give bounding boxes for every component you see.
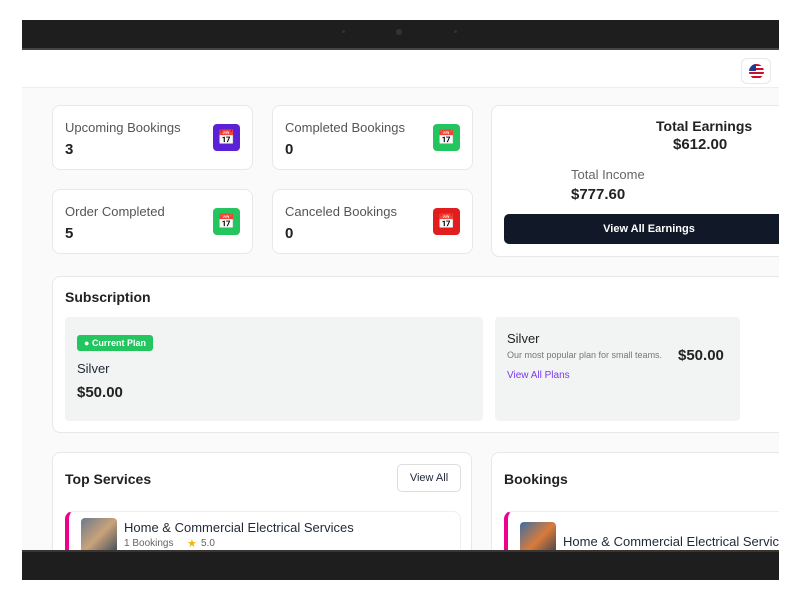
current-plan: ● Current Plan Silver $50.00 xyxy=(65,317,483,421)
income-label: Total Income xyxy=(571,167,645,182)
star-icon: ★ xyxy=(187,538,197,550)
income-value: $777.60 xyxy=(571,186,626,203)
stat-canceled-bookings: Canceled Bookings 0 📅 xyxy=(272,189,473,254)
earnings-card: Total Earnings $612.00 Total Income $777… xyxy=(491,105,779,257)
bookings-title: Bookings xyxy=(504,471,568,487)
stat-label: Upcoming Bookings xyxy=(65,120,181,135)
subscription-title: Subscription xyxy=(65,289,151,305)
stat-upcoming-bookings: Upcoming Bookings 3 📅 xyxy=(52,105,253,170)
stat-label: Order Completed xyxy=(65,204,165,219)
service-item[interactable]: Home & Commercial Electrical Services 1 … xyxy=(65,511,461,550)
stat-label: Completed Bookings xyxy=(285,120,405,135)
device-bezel-top xyxy=(22,20,779,50)
calendar-x-icon: 📅 xyxy=(433,208,460,235)
top-services-card: Top Services View All Home & Commercial … xyxy=(52,452,472,550)
earnings-total: $612.00 xyxy=(673,136,728,153)
earnings-title: Total Earnings xyxy=(656,118,753,134)
stat-value: 3 xyxy=(65,141,74,158)
stat-value: 0 xyxy=(285,225,294,242)
plan-price: $50.00 xyxy=(678,347,724,364)
calendar-check-icon: 📅 xyxy=(213,208,240,235)
booking-thumbnail xyxy=(520,522,556,550)
sensor-dot xyxy=(454,30,457,33)
plan-name: Silver xyxy=(507,331,540,346)
plan-description: Our most popular plan for small teams. xyxy=(507,350,663,360)
service-rating: 5.0 xyxy=(201,538,215,549)
stat-order-completed: Order Completed 5 📅 xyxy=(52,189,253,254)
us-flag-icon xyxy=(748,63,764,79)
booking-name: Home & Commercial Electrical Services xyxy=(563,534,779,549)
stat-value: 5 xyxy=(65,225,74,242)
bookings-card: Bookings Home & Commercial Electrical Se… xyxy=(491,452,779,550)
language-selector[interactable] xyxy=(741,58,771,84)
dashboard-screen: Upcoming Bookings 3 📅 Completed Bookings… xyxy=(22,50,779,550)
calendar-check-icon: 📅 xyxy=(433,124,460,151)
view-all-button[interactable]: View All xyxy=(397,464,461,492)
badge-label: Current Plan xyxy=(91,338,146,348)
stat-completed-bookings: Completed Bookings 0 📅 xyxy=(272,105,473,170)
service-thumbnail xyxy=(81,518,117,550)
plan-name: Silver xyxy=(77,361,110,376)
current-plan-badge: ● Current Plan xyxy=(77,335,153,351)
booking-item[interactable]: Home & Commercial Electrical Services xyxy=(504,511,779,550)
calendar-check-icon: 📅 xyxy=(213,124,240,151)
device-bezel-bottom xyxy=(22,550,779,580)
top-services-title: Top Services xyxy=(65,471,152,487)
service-name: Home & Commercial Electrical Services xyxy=(124,520,354,535)
plan-option: Silver Our most popular plan for small t… xyxy=(495,317,740,421)
plan-price: $50.00 xyxy=(77,384,123,401)
subscription-card: Subscription ● Current Plan Silver $50.0… xyxy=(52,276,779,433)
stat-label: Canceled Bookings xyxy=(285,204,398,219)
camera-icon xyxy=(396,29,402,35)
sensor-dot xyxy=(342,30,345,33)
top-bar xyxy=(22,50,779,88)
service-bookings: 1 Bookings xyxy=(124,538,174,549)
stat-value: 0 xyxy=(285,141,294,158)
view-all-earnings-button[interactable]: View All Earnings xyxy=(504,214,779,244)
view-all-plans-link[interactable]: View All Plans xyxy=(507,370,570,381)
